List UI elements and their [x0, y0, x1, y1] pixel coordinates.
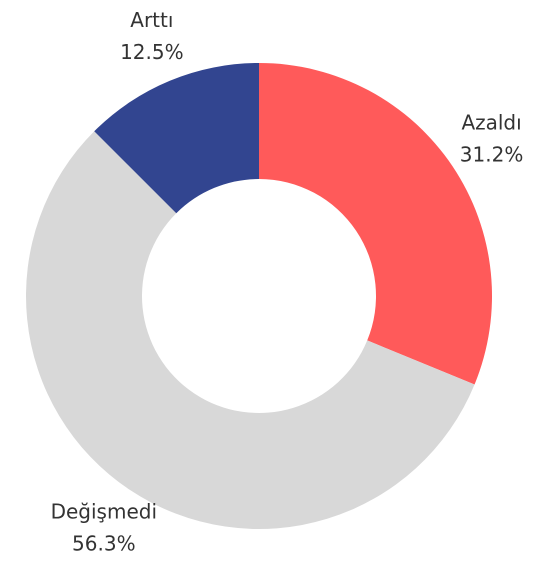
donut-slice [94, 63, 260, 214]
slice-value: 56.3% [72, 532, 136, 556]
donut-slice [26, 131, 475, 529]
slice-value: 12.5% [120, 40, 184, 64]
slice-label: Değişmedi [51, 500, 157, 524]
donut-slice [259, 63, 492, 385]
slice-value: 31.2% [460, 143, 524, 167]
slice-label: Azaldı [461, 111, 521, 135]
slice-label: Arttı [130, 8, 173, 32]
